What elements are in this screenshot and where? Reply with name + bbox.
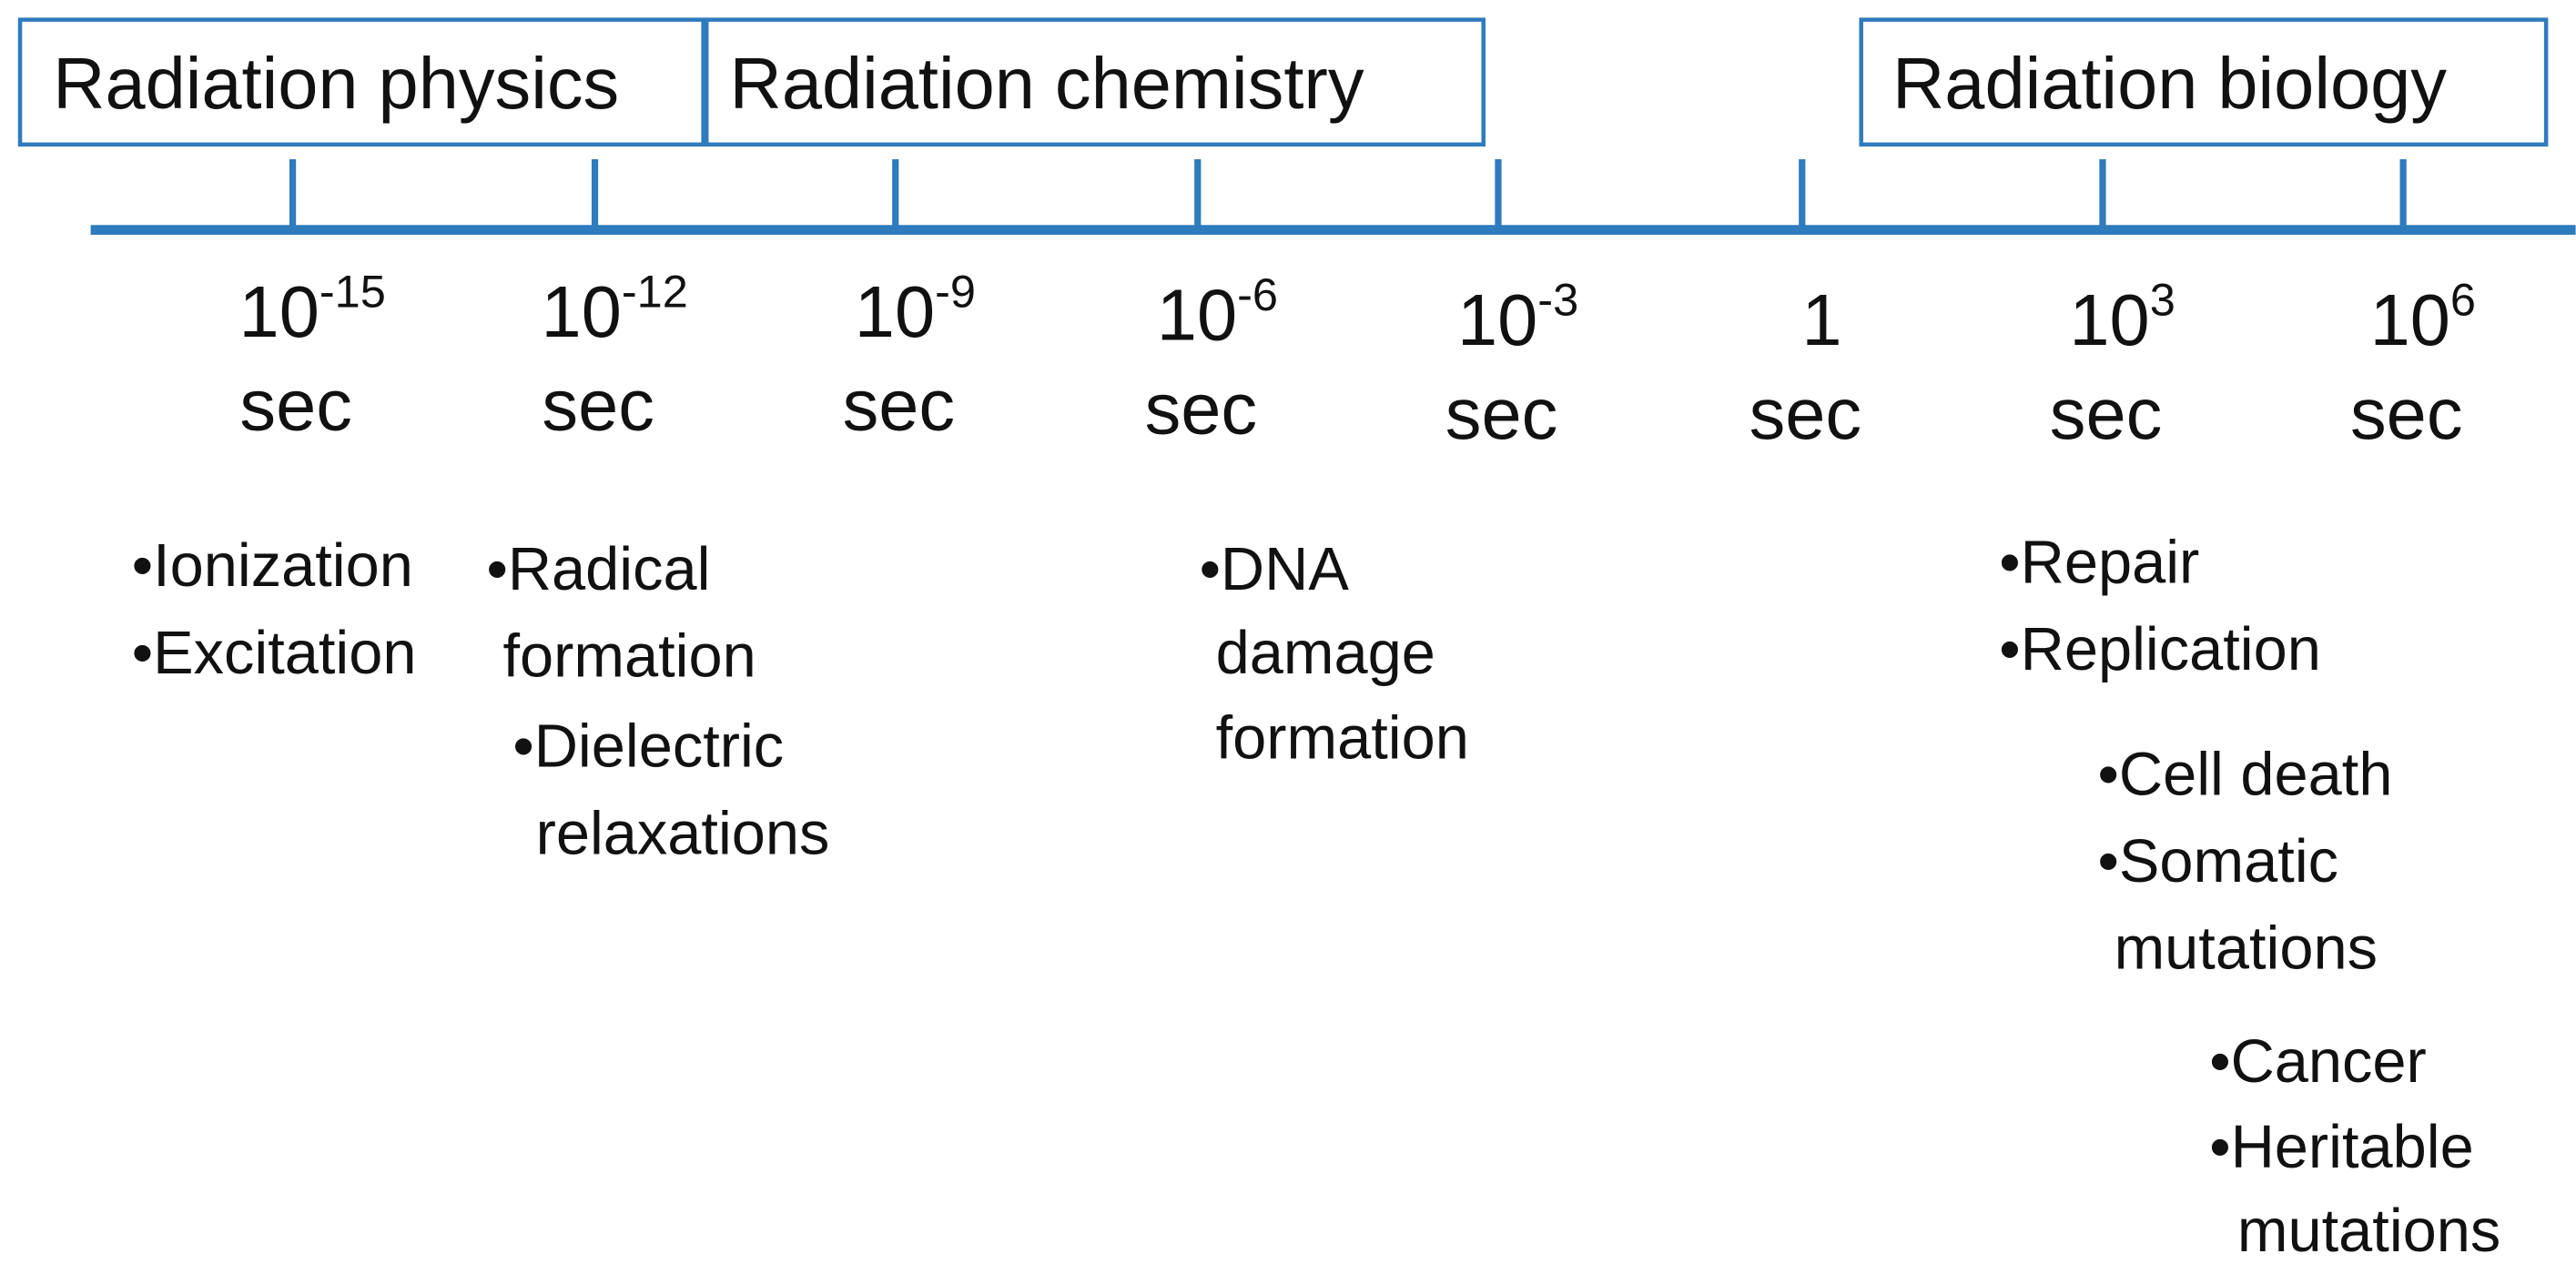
tick-unit: sec (843, 365, 956, 446)
tick-base: 10 (2370, 279, 2450, 360)
tick-exponent: -12 (622, 265, 688, 317)
tick-exponent: -15 (319, 265, 386, 317)
event-text: mutations (2115, 915, 2378, 983)
event-text: formation (1216, 705, 1469, 773)
tick-base: 10 (239, 271, 319, 352)
event-text: •DNA (1200, 536, 1350, 603)
tick-exponent: 3 (2150, 273, 2175, 325)
tick-exponent: -6 (1237, 268, 1278, 320)
tick-base: 1 (1801, 279, 1841, 360)
event-text: •Somatic (2098, 828, 2339, 895)
tick-label: 103 (2069, 273, 2175, 359)
tick-label: 10-15 (239, 265, 386, 351)
event-text: formation (503, 622, 756, 690)
tick-unit: sec (542, 365, 654, 446)
tick-unit: sec (239, 365, 352, 446)
tick-unit: sec (1445, 373, 1558, 454)
tick-base: 10 (1157, 275, 1237, 356)
event-text: damage (1216, 620, 1435, 687)
tick-base: 10 (542, 271, 622, 352)
tick-label: 10-12 (542, 265, 688, 351)
event-text: •Cell death (2098, 741, 2393, 808)
tick-unit: sec (1749, 373, 1862, 454)
tick-base: 10 (2069, 279, 2149, 360)
tick-label: 10-9 (855, 265, 976, 351)
tick-unit: sec (2050, 373, 2163, 454)
phase-label: Radiation biology (1892, 43, 2447, 124)
event-text: •Cancer (2209, 1028, 2427, 1096)
tick-unit: sec (1145, 368, 1258, 449)
phase-box (17, 17, 705, 147)
event-text: •Ionization (132, 532, 413, 600)
event-text: •Radical (486, 536, 710, 603)
event-text: •Excitation (132, 620, 417, 687)
tick-label: 10-3 (1457, 273, 1578, 359)
tick-exponent: 6 (2450, 273, 2476, 325)
event-text: relaxations (536, 800, 830, 867)
tick-label: 1 (1801, 279, 1841, 360)
event-text: •Repair (1999, 530, 2199, 597)
tick-exponent: -9 (935, 265, 976, 317)
phase-label: Radiation physics (53, 43, 619, 124)
event-text: •Replication (1999, 616, 2321, 683)
phase-label: Radiation chemistry (730, 43, 1364, 124)
tick-exponent: -3 (1537, 273, 1578, 325)
tick-base: 10 (855, 271, 935, 352)
tick-base: 10 (1457, 279, 1537, 360)
tick-label: 10-6 (1157, 268, 1278, 355)
tick-unit: sec (2350, 373, 2463, 454)
event-text: •Dielectric (512, 713, 784, 781)
phase-box (1859, 17, 2549, 147)
event-text: mutations (2237, 1198, 2500, 1265)
event-text: •Heritable (2209, 1114, 2474, 1181)
tick-label: 106 (2370, 273, 2476, 359)
phase-box (705, 17, 1486, 147)
